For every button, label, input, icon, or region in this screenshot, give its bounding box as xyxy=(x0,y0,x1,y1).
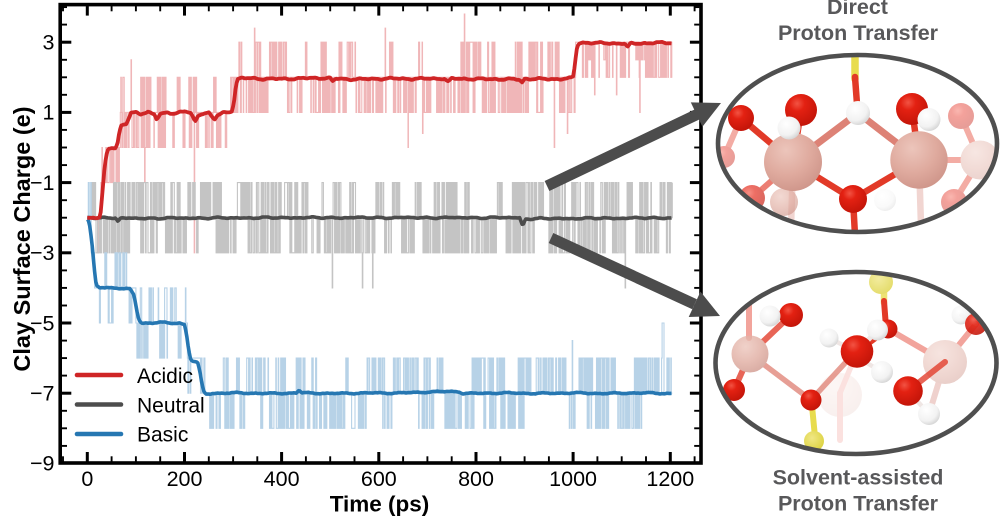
svg-text:Neutral: Neutral xyxy=(137,395,205,418)
svg-text:3: 3 xyxy=(43,31,55,55)
svg-text:600: 600 xyxy=(361,467,397,491)
svg-text:−5: −5 xyxy=(30,311,55,335)
svg-text:200: 200 xyxy=(167,467,203,491)
svg-text:1000: 1000 xyxy=(549,467,597,491)
svg-text:Time (ps): Time (ps) xyxy=(330,492,430,517)
svg-text:Proton Transfer: Proton Transfer xyxy=(778,492,939,516)
svg-text:−9: −9 xyxy=(30,452,55,476)
svg-text:Proton Transfer: Proton Transfer xyxy=(778,21,939,45)
svg-text:800: 800 xyxy=(458,467,494,491)
svg-text:1: 1 xyxy=(43,101,55,125)
svg-text:−1: −1 xyxy=(30,171,55,195)
svg-text:−3: −3 xyxy=(30,241,55,265)
svg-text:Clay Surface Charge (e): Clay Surface Charge (e) xyxy=(9,106,35,371)
svg-text:400: 400 xyxy=(264,467,300,491)
svg-text:0: 0 xyxy=(81,467,93,491)
svg-text:Acidic: Acidic xyxy=(137,365,193,388)
svg-text:Solvent-assisted: Solvent-assisted xyxy=(773,466,944,490)
svg-text:Basic: Basic xyxy=(137,424,188,447)
svg-text:Direct: Direct xyxy=(827,0,888,19)
svg-text:1200: 1200 xyxy=(646,467,694,491)
svg-text:−7: −7 xyxy=(30,382,55,406)
